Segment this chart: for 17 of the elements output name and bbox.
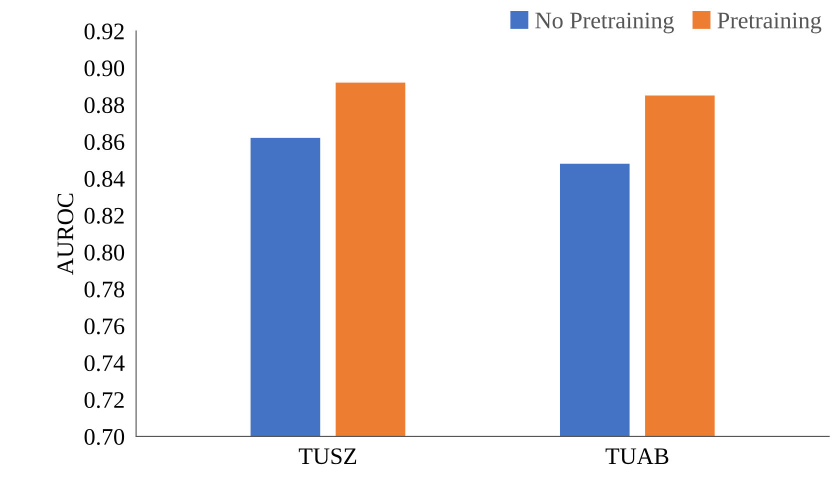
y-tick-label: 0.70 bbox=[84, 428, 124, 445]
y-tick-label: 0.76 bbox=[84, 318, 124, 334]
y-tick-label: 0.92 bbox=[84, 23, 124, 40]
y-tick-label: 0.88 bbox=[84, 97, 124, 114]
x-tick-label: TUAB bbox=[606, 448, 668, 464]
y-tick-label: 0.90 bbox=[84, 60, 124, 76]
y-tick-label: 0.82 bbox=[84, 208, 124, 224]
y-tick-label: 0.86 bbox=[84, 134, 124, 150]
y-tick-label: 0.74 bbox=[84, 355, 125, 372]
y-tick-label: 0.78 bbox=[84, 282, 124, 298]
y-tick-label: 0.72 bbox=[84, 392, 124, 408]
y-tick-label: 0.80 bbox=[84, 244, 124, 261]
y-tick-label: 0.84 bbox=[84, 170, 125, 187]
legend-label: Pretraining bbox=[718, 12, 822, 34]
x-tick-label: TUSZ bbox=[298, 448, 356, 464]
y-axis-title: AUROC bbox=[57, 194, 74, 275]
legend-label: No Pretraining bbox=[535, 12, 674, 34]
